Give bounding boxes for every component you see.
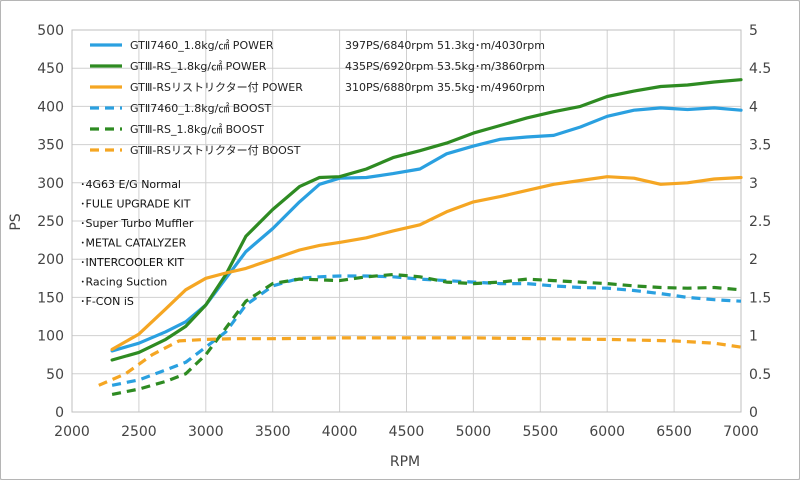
series-line (110, 78, 743, 362)
legend-stats: 310PS/6880rpm 35.5kg･m/4960rpm (345, 81, 545, 94)
legend-stats: 397PS/6840rpm 51.3kg･m/4030rpm (345, 39, 545, 52)
legend-label: GTⅡ7460_1.8kg/㎠ POWER (130, 39, 274, 52)
y-left-tick-label: 200 (37, 252, 64, 268)
y-left-tick-label: 500 (37, 23, 64, 39)
x-tick-label: 3000 (188, 424, 224, 440)
legend-label: GTⅡ7460_1.8kg/㎠ BOOST (130, 102, 271, 115)
x-axis-title: RPM (390, 454, 420, 470)
annotation-item: ･Super Turbo Muffler (80, 217, 194, 230)
series-line (110, 175, 743, 351)
y-right-tick-label: 5 (749, 23, 758, 39)
y-right-tick-label: 4.5 (749, 61, 771, 77)
legend-label: GTⅢ-RS_1.8kg/㎠ POWER (130, 60, 267, 73)
legend-stats: 435PS/6920rpm 53.5kg･m/3860rpm (345, 60, 545, 73)
plot-border (71, 29, 742, 413)
annotation-item: ･INTERCOOLER KIT (80, 256, 184, 269)
annotation-item: ･Racing Suction (80, 276, 167, 289)
x-tick-label: 6000 (589, 424, 625, 440)
y-left-tick-label: 400 (37, 99, 64, 115)
series-line (111, 272, 742, 396)
x-tick-label: 4500 (389, 424, 425, 440)
y-right-tick-label: 0.5 (749, 367, 771, 383)
series-lines (98, 78, 743, 396)
legend-label: GTⅢ-RS_1.8kg/㎠ BOOST (130, 123, 264, 136)
annotation-list: ･4G63 E/G Normal ･FULE UPGRADE KIT ･Super … (80, 178, 194, 308)
y-right-tick-label: 0 (749, 405, 758, 421)
y-left-tick-label: 300 (37, 176, 64, 192)
y-right-tick-label: 4 (749, 99, 758, 115)
y-left-tick-label: 450 (37, 61, 64, 77)
y-right-tick-label: 3 (749, 176, 758, 192)
y-right-tick-label: 1 (749, 329, 758, 345)
y-left-tick-label: 50 (46, 367, 64, 383)
annotation-item: ･4G63 E/G Normal (80, 178, 181, 191)
x-tick-label: 5500 (522, 424, 558, 440)
y-right-tick-label: 2.5 (749, 214, 771, 230)
y-right-tick-label: 3.5 (749, 138, 771, 154)
x-tick-label: 3500 (255, 424, 291, 440)
y-left-tick-label: 350 (37, 138, 64, 154)
y-axis-title: PS (8, 213, 24, 230)
annotation-item: ･METAL CATALYZER (80, 237, 187, 250)
x-tick-label: 2000 (54, 424, 90, 440)
y-left-tick-label: 250 (37, 214, 64, 230)
x-tick-label: 6500 (656, 424, 692, 440)
legend: GTⅡ7460_1.8kg/㎠ POWER 397PS/6840rpm 51.3k… (90, 39, 545, 157)
y-left-tick-label: 150 (37, 290, 64, 306)
annotation-item: ･F-CON iS (80, 295, 134, 308)
series-line (98, 336, 742, 387)
axes: 05010015020025030035040045050000.511.522… (37, 23, 771, 440)
x-tick-label: 2500 (121, 424, 157, 440)
x-tick-label: 4000 (322, 424, 358, 440)
y-right-tick-label: 1.5 (749, 290, 771, 306)
y-right-tick-label: 2 (749, 252, 758, 268)
series-line (111, 274, 742, 387)
x-tick-label: 7000 (723, 424, 759, 440)
y-left-tick-label: 100 (37, 329, 64, 345)
x-tick-label: 5000 (456, 424, 492, 440)
legend-label: GTⅢ-RSリストリクター付 BOOST (130, 144, 301, 157)
y-left-tick-label: 0 (55, 405, 64, 421)
annotation-item: ･FULE UPGRADE KIT (80, 198, 191, 211)
legend-label: GTⅢ-RSリストリクター付 POWER (130, 81, 303, 94)
